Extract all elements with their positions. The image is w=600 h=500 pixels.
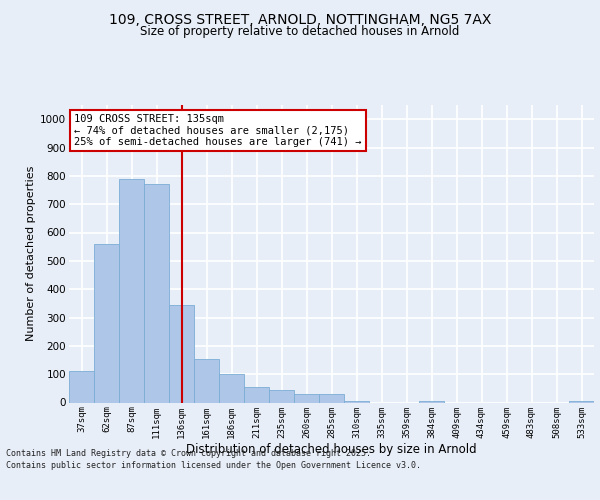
Bar <box>269 390 294 402</box>
Bar <box>69 372 94 402</box>
Bar <box>119 178 144 402</box>
Bar <box>144 184 169 402</box>
Bar <box>319 394 344 402</box>
Bar <box>294 394 319 402</box>
Text: 109, CROSS STREET, ARNOLD, NOTTINGHAM, NG5 7AX: 109, CROSS STREET, ARNOLD, NOTTINGHAM, N… <box>109 12 491 26</box>
Y-axis label: Number of detached properties: Number of detached properties <box>26 166 36 342</box>
Bar <box>194 358 219 403</box>
Text: Size of property relative to detached houses in Arnold: Size of property relative to detached ho… <box>140 25 460 38</box>
Text: 109 CROSS STREET: 135sqm
← 74% of detached houses are smaller (2,175)
25% of sem: 109 CROSS STREET: 135sqm ← 74% of detach… <box>74 114 362 147</box>
Text: Contains HM Land Registry data © Crown copyright and database right 2025.: Contains HM Land Registry data © Crown c… <box>6 448 371 458</box>
X-axis label: Distribution of detached houses by size in Arnold: Distribution of detached houses by size … <box>186 443 477 456</box>
Bar <box>169 304 194 402</box>
Bar <box>244 387 269 402</box>
Bar <box>219 374 244 402</box>
Bar <box>94 244 119 402</box>
Bar <box>569 401 594 402</box>
Bar <box>344 401 369 402</box>
Bar <box>419 401 444 402</box>
Text: Contains public sector information licensed under the Open Government Licence v3: Contains public sector information licen… <box>6 461 421 470</box>
